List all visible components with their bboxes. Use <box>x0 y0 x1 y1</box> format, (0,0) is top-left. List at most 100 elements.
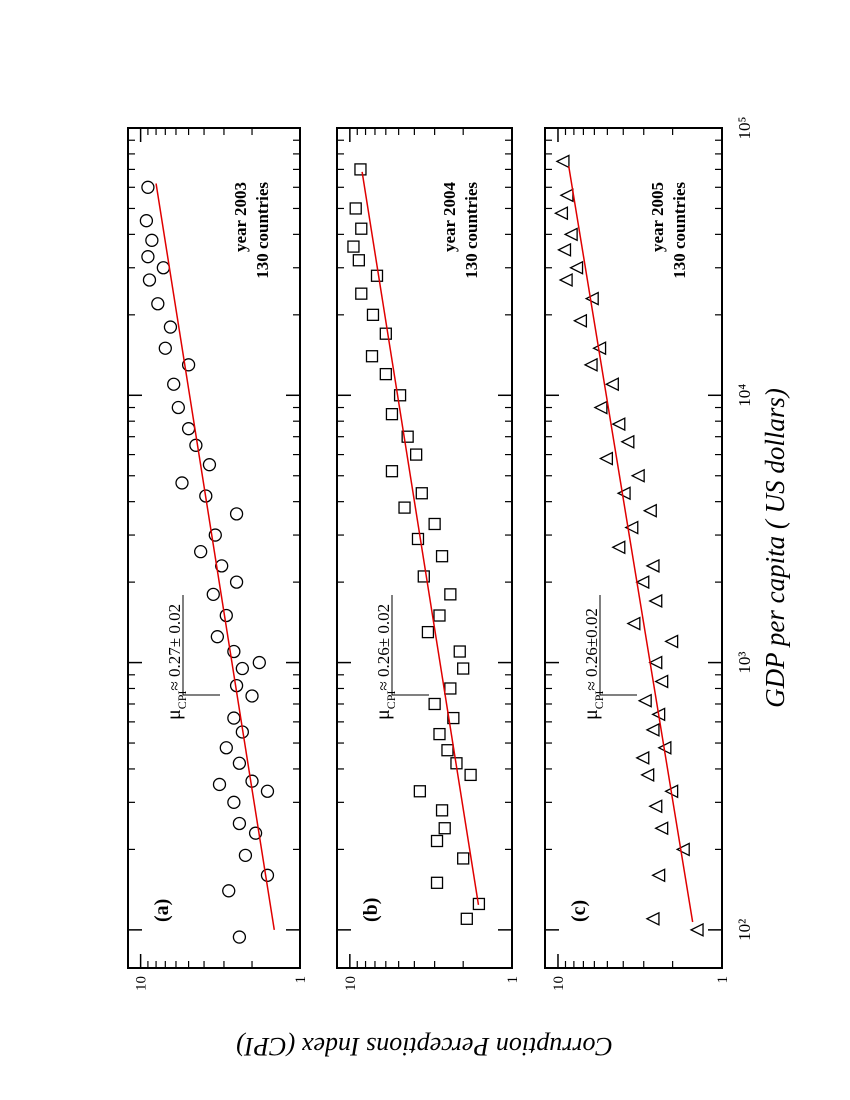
point <box>626 616 641 631</box>
point <box>232 816 247 831</box>
point <box>651 868 666 883</box>
panel-frame <box>336 127 513 969</box>
point <box>648 799 663 814</box>
point <box>616 486 631 501</box>
point <box>598 451 614 466</box>
point <box>347 240 360 253</box>
point <box>232 930 247 944</box>
point <box>410 448 423 461</box>
point <box>398 501 411 514</box>
point <box>227 644 241 659</box>
point <box>212 777 227 792</box>
point <box>457 662 470 675</box>
point <box>385 465 399 478</box>
point <box>411 532 425 546</box>
point <box>415 487 428 500</box>
point <box>219 741 233 755</box>
point <box>206 587 220 601</box>
point <box>215 559 229 573</box>
point <box>444 682 457 695</box>
point <box>472 897 486 911</box>
x-tick-label: 10⁴ <box>735 384 754 407</box>
point <box>232 756 247 770</box>
point <box>151 297 165 311</box>
x-tick-label: 10⁵ <box>735 116 754 139</box>
point <box>181 358 196 372</box>
point <box>366 308 380 321</box>
point <box>435 550 449 563</box>
point <box>417 570 430 583</box>
point <box>158 341 172 355</box>
point <box>441 744 454 757</box>
x-tick-label: 10³ <box>735 652 754 674</box>
point <box>235 661 249 676</box>
annotation-symbol: μ <box>372 709 394 720</box>
point <box>210 630 225 644</box>
year-label: year 2004 <box>440 182 459 253</box>
point <box>156 261 171 275</box>
point <box>145 233 159 247</box>
point <box>355 222 368 235</box>
annotation-symbol: μ <box>163 709 185 720</box>
point <box>171 400 185 415</box>
point <box>620 434 635 449</box>
point <box>379 367 392 381</box>
count-label: 130 countries <box>670 182 689 279</box>
point <box>428 697 441 711</box>
point <box>238 848 253 863</box>
point <box>208 528 222 542</box>
point <box>352 254 365 267</box>
point <box>393 389 407 402</box>
point <box>630 468 645 483</box>
point <box>260 784 275 798</box>
panel-label: (b) <box>360 898 382 922</box>
point <box>648 593 663 609</box>
point <box>635 750 650 765</box>
annotation-symbol: μ <box>580 709 602 720</box>
point <box>563 227 578 242</box>
point <box>444 588 457 601</box>
point <box>365 350 379 363</box>
point <box>433 609 446 622</box>
point <box>435 804 449 817</box>
point <box>167 377 181 391</box>
point <box>457 852 470 865</box>
point <box>464 768 477 782</box>
point <box>430 834 444 848</box>
point <box>401 430 414 443</box>
panel-label: (a) <box>151 899 173 922</box>
point <box>354 163 367 176</box>
point <box>645 558 660 573</box>
point <box>227 795 241 809</box>
point <box>642 503 657 518</box>
point <box>654 674 669 689</box>
point <box>141 250 155 264</box>
annotation-bracket <box>599 595 637 696</box>
point <box>569 260 584 275</box>
point <box>635 575 650 590</box>
y-tick-label: 10 <box>551 976 567 991</box>
point <box>438 822 451 835</box>
point <box>252 655 266 670</box>
point <box>355 287 368 300</box>
point <box>611 540 626 555</box>
point <box>370 269 384 282</box>
annotation: μCPI≈ 0.27± 0.02 <box>163 604 189 720</box>
point <box>648 655 663 670</box>
count-label: 130 countries <box>462 182 481 279</box>
panel-label: (c) <box>568 900 590 922</box>
point <box>219 608 233 623</box>
point <box>194 545 208 559</box>
point <box>447 711 460 725</box>
point <box>664 634 679 649</box>
point <box>430 876 444 889</box>
point <box>654 821 669 836</box>
point <box>572 313 588 328</box>
y-tick-label: 1 <box>505 976 521 984</box>
panel-frame <box>127 127 301 969</box>
annotation: μCPI≈ 0.26±0.02 <box>580 608 606 720</box>
fit-line <box>155 183 276 930</box>
point <box>645 911 660 926</box>
year-label: year 2003 <box>231 182 250 252</box>
